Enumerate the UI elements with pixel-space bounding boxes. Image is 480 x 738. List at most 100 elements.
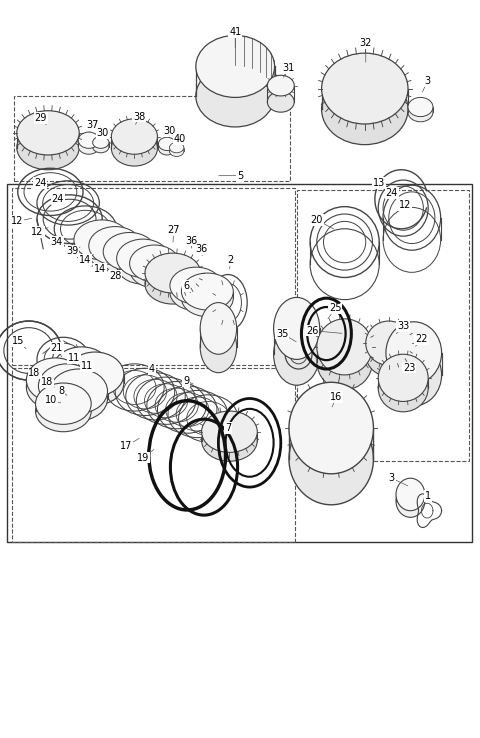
Ellipse shape: [17, 111, 79, 155]
Ellipse shape: [26, 365, 84, 410]
Ellipse shape: [322, 53, 408, 124]
Text: 12: 12: [11, 216, 23, 227]
Text: 16: 16: [330, 392, 342, 402]
Text: 10: 10: [45, 395, 57, 405]
Text: 37: 37: [86, 120, 98, 131]
Ellipse shape: [169, 142, 184, 153]
Text: 1: 1: [425, 491, 431, 501]
Text: 19: 19: [137, 452, 149, 463]
Ellipse shape: [17, 125, 79, 170]
Ellipse shape: [200, 303, 237, 354]
Text: 11: 11: [81, 361, 94, 371]
Text: 5: 5: [237, 170, 243, 181]
Text: 3: 3: [424, 76, 430, 86]
Ellipse shape: [378, 354, 428, 401]
Ellipse shape: [74, 227, 130, 267]
Ellipse shape: [145, 264, 201, 304]
Ellipse shape: [89, 227, 142, 265]
Ellipse shape: [202, 411, 257, 452]
Ellipse shape: [196, 65, 275, 127]
Ellipse shape: [274, 297, 320, 359]
Ellipse shape: [103, 239, 156, 277]
Text: 36: 36: [185, 235, 197, 246]
Text: 12: 12: [31, 227, 44, 237]
Text: 31: 31: [282, 63, 294, 73]
Text: 30: 30: [163, 126, 175, 137]
Text: 14: 14: [94, 263, 106, 274]
Text: 6: 6: [183, 281, 189, 292]
Ellipse shape: [26, 358, 84, 402]
Text: 18: 18: [41, 377, 53, 387]
Text: 17: 17: [120, 441, 132, 452]
Ellipse shape: [289, 382, 373, 474]
Ellipse shape: [408, 97, 433, 117]
Text: 36: 36: [195, 244, 208, 255]
Ellipse shape: [74, 220, 130, 260]
Text: 24: 24: [34, 178, 47, 188]
Text: 3: 3: [389, 473, 395, 483]
Ellipse shape: [78, 132, 99, 148]
Bar: [297, 190, 469, 461]
Ellipse shape: [78, 138, 99, 154]
Ellipse shape: [36, 390, 91, 432]
Ellipse shape: [89, 233, 142, 272]
Ellipse shape: [66, 361, 124, 405]
Ellipse shape: [396, 485, 425, 517]
Ellipse shape: [366, 321, 412, 365]
Ellipse shape: [196, 35, 275, 97]
Ellipse shape: [36, 383, 91, 424]
Ellipse shape: [181, 280, 233, 317]
Text: 27: 27: [168, 225, 180, 235]
Text: 24: 24: [385, 188, 398, 199]
Text: 22: 22: [415, 334, 428, 345]
Ellipse shape: [170, 274, 222, 311]
Bar: [14, 96, 290, 181]
Text: 35: 35: [276, 328, 288, 339]
Text: 40: 40: [173, 134, 186, 144]
Bar: [12, 188, 295, 365]
Bar: [12, 368, 295, 542]
Ellipse shape: [317, 334, 372, 390]
Ellipse shape: [53, 347, 110, 391]
Text: 23: 23: [403, 362, 415, 373]
Text: 21: 21: [50, 343, 63, 354]
Ellipse shape: [322, 74, 408, 145]
Ellipse shape: [53, 356, 110, 400]
Ellipse shape: [111, 131, 157, 166]
Ellipse shape: [386, 322, 442, 384]
Text: 14: 14: [79, 255, 92, 265]
Text: 28: 28: [109, 271, 121, 281]
Ellipse shape: [202, 420, 257, 461]
Ellipse shape: [111, 119, 157, 154]
Ellipse shape: [274, 323, 320, 385]
Text: 9: 9: [183, 376, 189, 386]
Ellipse shape: [378, 365, 428, 412]
Text: 25: 25: [329, 303, 341, 314]
Ellipse shape: [200, 321, 237, 373]
Ellipse shape: [50, 369, 108, 413]
Ellipse shape: [267, 92, 294, 112]
Text: 24: 24: [51, 194, 64, 204]
Text: 34: 34: [50, 237, 63, 247]
Text: 39: 39: [66, 246, 78, 256]
Text: 38: 38: [133, 111, 145, 122]
Text: 12: 12: [399, 200, 411, 210]
Text: 29: 29: [35, 113, 47, 123]
Ellipse shape: [408, 103, 433, 122]
Ellipse shape: [117, 239, 169, 277]
Ellipse shape: [117, 246, 169, 284]
Ellipse shape: [267, 75, 294, 96]
Text: 2: 2: [227, 255, 234, 265]
Bar: [7, 184, 472, 542]
Text: 13: 13: [373, 178, 385, 188]
Ellipse shape: [38, 364, 96, 408]
Text: 8: 8: [59, 386, 64, 396]
Ellipse shape: [66, 352, 124, 396]
Ellipse shape: [170, 267, 222, 304]
Text: 11: 11: [68, 353, 81, 363]
Text: 30: 30: [96, 128, 109, 138]
Ellipse shape: [130, 251, 180, 288]
Ellipse shape: [93, 141, 109, 153]
Ellipse shape: [145, 253, 201, 293]
Text: 7: 7: [225, 423, 232, 433]
